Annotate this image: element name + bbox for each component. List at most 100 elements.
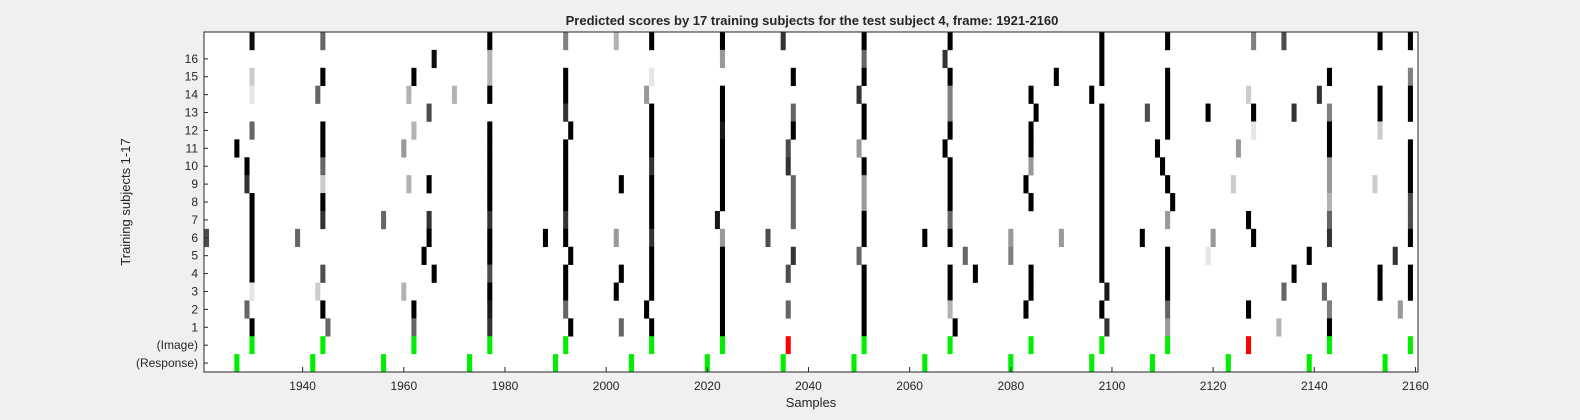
score-cell [714, 210, 720, 230]
score-cell [1407, 67, 1413, 86]
score-cell [649, 246, 655, 265]
y-tick-label: 8 [191, 195, 198, 209]
score-cell [947, 175, 953, 194]
image-marker [1407, 336, 1413, 355]
score-cell [649, 121, 655, 140]
score-cell [320, 210, 326, 230]
score-cell [780, 32, 786, 51]
score-cell [1028, 193, 1034, 212]
score-cell [1028, 157, 1034, 176]
score-cell [320, 139, 326, 158]
score-cell [1104, 318, 1110, 337]
score-cell [947, 282, 953, 301]
score-cell [426, 175, 432, 194]
response-marker [234, 354, 240, 372]
score-cell [649, 193, 655, 212]
score-cell [613, 228, 619, 248]
score-cell [1028, 139, 1034, 158]
image-marker [563, 336, 569, 355]
score-cell [947, 228, 953, 248]
score-cell [649, 175, 655, 194]
response-marker [628, 354, 634, 372]
score-cell [1165, 103, 1171, 122]
score-cell [785, 264, 791, 283]
score-cell [618, 264, 624, 283]
score-cell [790, 103, 796, 122]
score-cell [320, 300, 326, 319]
image-marker [947, 336, 953, 355]
score-cell [1099, 175, 1105, 194]
score-cell [942, 49, 948, 69]
score-cell [1377, 121, 1383, 140]
score-cell [1230, 175, 1236, 194]
score-cell [947, 121, 953, 140]
score-cell [1326, 121, 1333, 140]
score-cell [320, 157, 326, 176]
y-tick-label: 2 [191, 302, 198, 316]
score-cell [1251, 103, 1257, 122]
score-cell [487, 157, 493, 176]
score-cell [649, 318, 655, 337]
image-marker [411, 336, 417, 355]
score-cell [649, 67, 655, 86]
score-cell [1251, 32, 1257, 51]
image-marker [649, 336, 655, 355]
score-cell [487, 282, 493, 301]
score-cell [563, 139, 569, 158]
score-cell [1326, 193, 1333, 212]
score-cell [790, 210, 796, 230]
score-cell [406, 85, 412, 104]
image-marker [1099, 336, 1105, 355]
score-cell [1397, 300, 1403, 319]
image-marker [785, 336, 791, 355]
score-cell [861, 210, 867, 230]
score-cell [451, 85, 457, 104]
score-cell [249, 67, 255, 86]
score-cell [861, 228, 867, 248]
score-cell [719, 246, 726, 265]
score-cell [1170, 193, 1176, 212]
score-cell [487, 85, 493, 104]
score-cell [1246, 300, 1252, 319]
score-cell [1099, 49, 1105, 69]
heatmap-cells [204, 32, 1413, 372]
score-cell [315, 282, 321, 301]
x-axis-label: Samples [786, 395, 837, 410]
score-cell [1407, 175, 1413, 194]
y-tick-label: 7 [191, 213, 198, 227]
score-cell [1053, 67, 1059, 86]
score-cell [1407, 193, 1413, 212]
score-cell [1326, 210, 1333, 230]
score-cell [1392, 246, 1398, 265]
y-tick-label: 12 [185, 123, 199, 137]
score-cell [1326, 300, 1333, 319]
score-cell [1099, 121, 1105, 140]
score-cell [1165, 67, 1171, 86]
score-cell [568, 121, 574, 140]
response-marker [1008, 354, 1014, 372]
score-cell [411, 318, 417, 337]
score-cell [962, 246, 968, 265]
score-cell [1281, 32, 1287, 51]
x-tick-label: 2120 [1200, 379, 1227, 393]
score-cell [487, 49, 493, 69]
image-marker [1165, 336, 1171, 355]
score-cell [1205, 103, 1211, 122]
response-marker [1306, 354, 1312, 372]
score-cell [1372, 175, 1378, 194]
score-cell [249, 210, 255, 230]
score-cell [1099, 264, 1105, 283]
score-cell [1160, 157, 1166, 176]
score-cell [947, 85, 953, 104]
score-cell [320, 32, 326, 51]
score-cell [649, 228, 655, 248]
score-cell [1139, 228, 1145, 248]
score-cell [401, 282, 407, 301]
score-cell [1326, 139, 1333, 158]
score-cell [568, 246, 574, 265]
score-cell [649, 282, 655, 301]
score-cell [1210, 228, 1216, 248]
score-cell [249, 121, 255, 140]
score-cell [1099, 193, 1105, 212]
score-cell [1099, 228, 1105, 248]
